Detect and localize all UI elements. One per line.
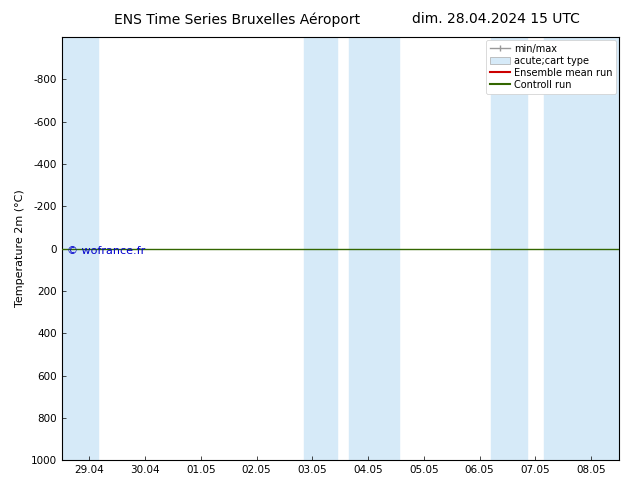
Text: © wofrance.fr: © wofrance.fr xyxy=(67,246,145,256)
Bar xyxy=(61,37,98,460)
Bar xyxy=(349,37,399,460)
Bar xyxy=(304,37,337,460)
Y-axis label: Temperature 2m (°C): Temperature 2m (°C) xyxy=(15,190,25,307)
Bar xyxy=(544,37,619,460)
Legend: min/max, acute;cart type, Ensemble mean run, Controll run: min/max, acute;cart type, Ensemble mean … xyxy=(486,40,616,94)
Text: ENS Time Series Bruxelles Aéroport: ENS Time Series Bruxelles Aéroport xyxy=(114,12,360,27)
Text: dim. 28.04.2024 15 UTC: dim. 28.04.2024 15 UTC xyxy=(412,12,580,26)
Bar xyxy=(491,37,527,460)
